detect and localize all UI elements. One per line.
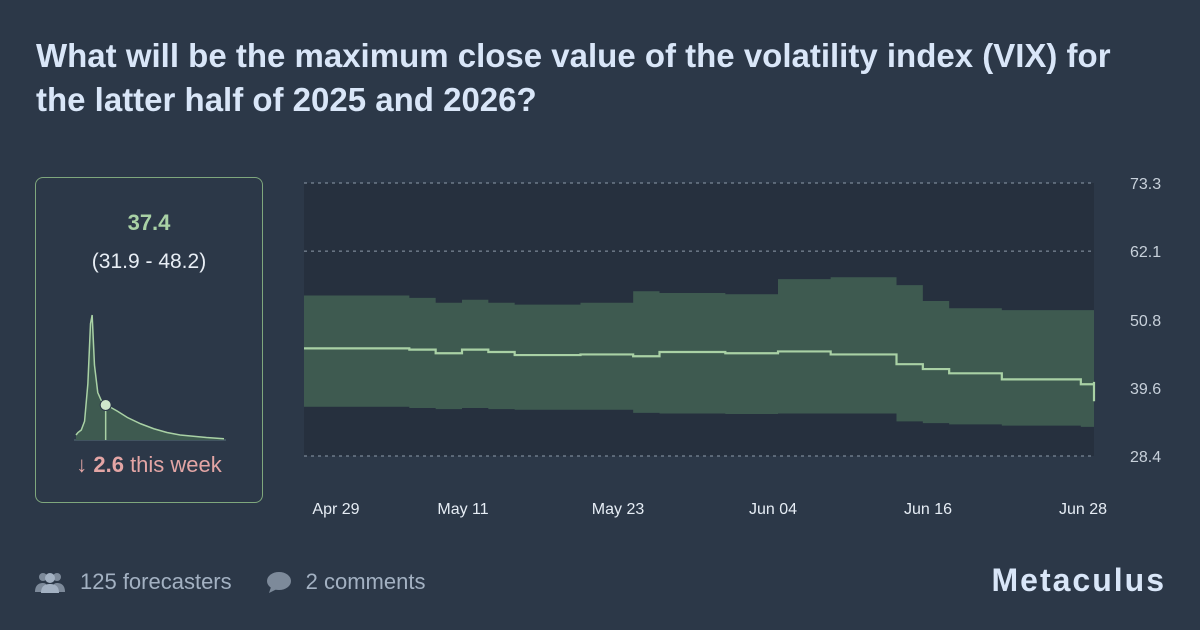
y-tick-label: 50.8 — [1130, 313, 1161, 330]
x-tick-label: May 11 — [437, 501, 488, 518]
question-title: What will be the maximum close value of … — [36, 37, 1111, 118]
weekly-change-value: 2.6 — [93, 452, 124, 477]
confidence-band — [304, 277, 1094, 435]
x-tick-label: Jun 28 — [1059, 501, 1107, 518]
x-tick-label: Jun 04 — [749, 501, 797, 518]
users-icon — [35, 573, 65, 593]
y-tick-label: 73.3 — [1130, 176, 1161, 193]
comments-count[interactable]: 2 comments — [266, 569, 426, 595]
distribution-sparkline — [74, 314, 226, 441]
weekly-change: ↓ 2.6 this week — [36, 452, 262, 478]
footer-stats: 125 forecasters 2 comments — [34, 565, 459, 599]
down-arrow-icon: ↓ — [76, 452, 88, 477]
y-tick-label: 28.4 — [1130, 449, 1161, 466]
comment-bubble-icon — [266, 572, 291, 593]
comments-label: 2 comments — [305, 569, 426, 594]
forecast-timeline-chart[interactable]: 73.3 62.1 50.8 39.6 28.4 Apr 29 May 11 May 23 Ju… — [0, 0, 1200, 540]
metaculus-logo[interactable]: Metaculus — [991, 562, 1166, 598]
x-tick-label: Apr 29 — [312, 501, 359, 518]
forecast-median-value: 37.4 — [127, 210, 171, 235]
median-marker-dot — [99, 399, 112, 411]
forecast-interval: (31.9 - 48.2) — [91, 250, 207, 273]
x-tick-label: May 23 — [592, 501, 645, 518]
forecast-summary-card: 37.4 (31.9 - 48.2) ↓ 2.6 this week — [35, 177, 263, 503]
y-tick-label: 62.1 — [1130, 244, 1161, 261]
forecasters-label: 125 forecasters — [80, 569, 232, 594]
weekly-change-label: this week — [130, 452, 222, 477]
forecasters-count: 125 forecasters — [34, 569, 232, 595]
y-tick-label: 39.6 — [1130, 381, 1161, 398]
median-line — [304, 347, 1096, 402]
x-tick-label: Jun 16 — [904, 501, 952, 518]
